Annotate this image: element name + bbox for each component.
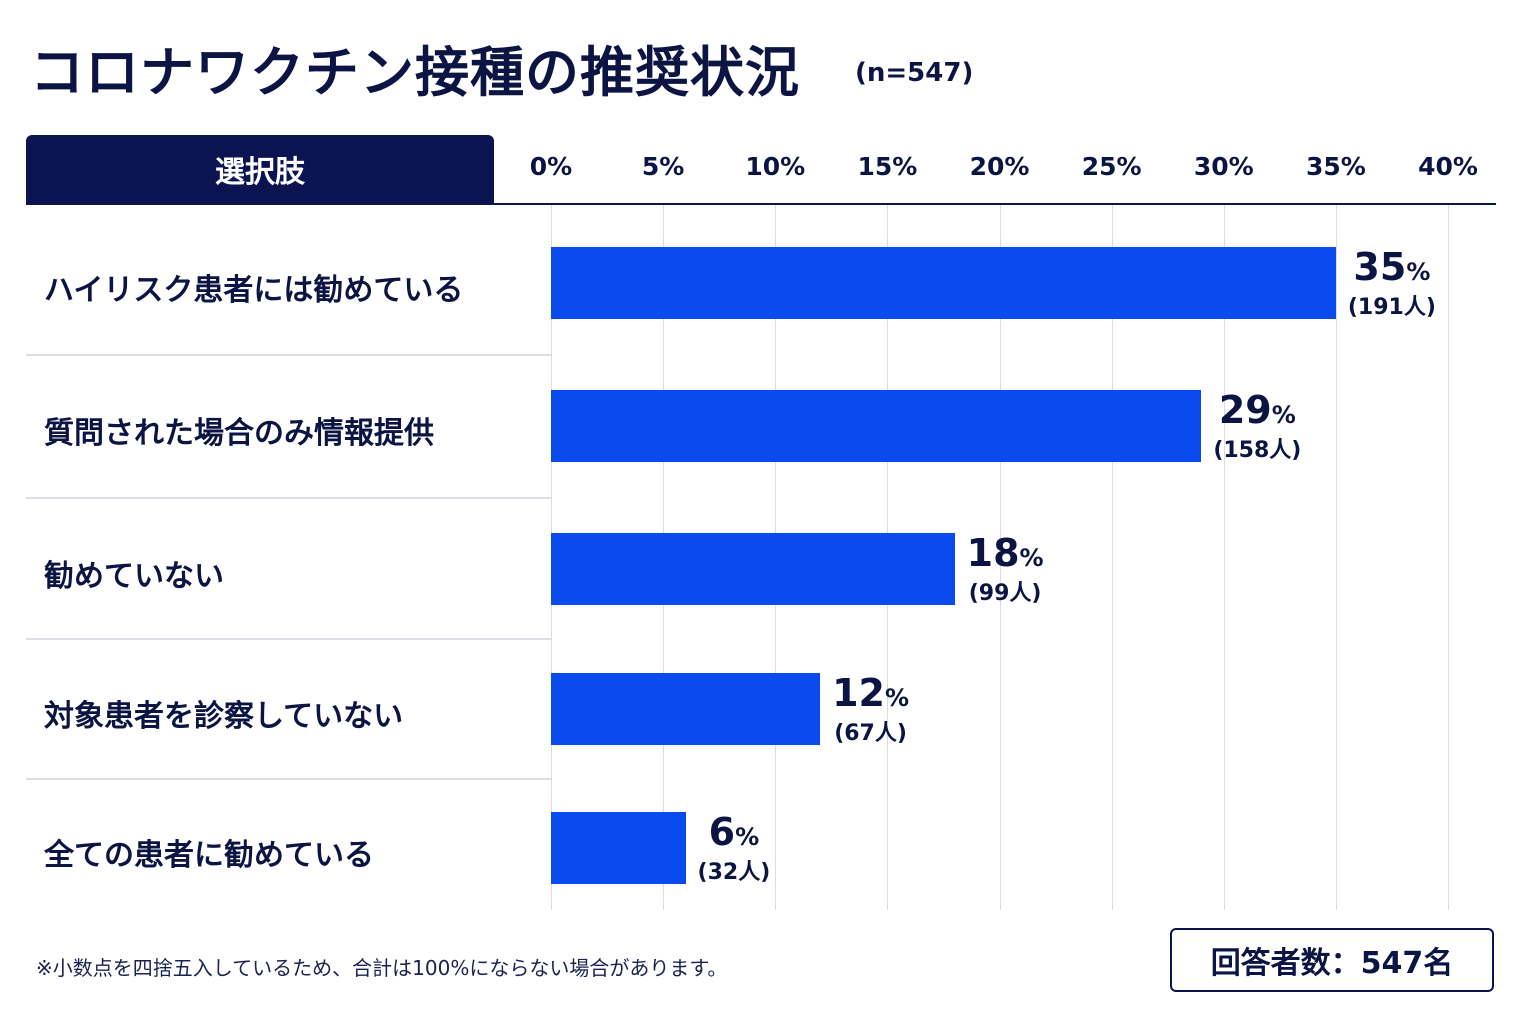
data-label-percent: 35% bbox=[1353, 245, 1431, 289]
data-label-count: (158人) bbox=[1213, 438, 1302, 463]
data-label-count: (191人) bbox=[1347, 295, 1436, 320]
data-label: 29% (158人) bbox=[1213, 388, 1301, 465]
bar bbox=[551, 673, 821, 745]
category-label: 質問された場合のみ情報提供 bbox=[44, 416, 434, 451]
data-label-percent: 29% bbox=[1218, 388, 1296, 432]
row-separator bbox=[26, 354, 551, 356]
category-label: 対象患者を診察していない bbox=[44, 699, 404, 734]
x-tick-label: 35% bbox=[1305, 152, 1366, 181]
options-header-label: 選択肢 bbox=[215, 155, 305, 190]
data-label-count: (32人) bbox=[697, 860, 771, 885]
x-tick-label: 40% bbox=[1418, 152, 1478, 181]
data-label: 18% (99人) bbox=[967, 531, 1044, 608]
row-separator bbox=[26, 497, 551, 499]
data-label-count: (99人) bbox=[968, 581, 1042, 606]
grid-line bbox=[1448, 205, 1449, 910]
category-label: ハイリスク患者には勧めている bbox=[44, 273, 464, 308]
chart-subtitle: (n=547) bbox=[855, 58, 974, 88]
respondent-total-badge: 回答者数：547名 bbox=[1170, 928, 1494, 992]
x-tick-label: 30% bbox=[1193, 152, 1254, 181]
grid-line bbox=[1223, 205, 1225, 910]
category-label: 全ての患者に勧めている bbox=[44, 838, 374, 873]
data-label-count: (67人) bbox=[834, 721, 907, 746]
grid-line bbox=[999, 205, 1001, 910]
data-label: 6% (32人) bbox=[698, 810, 771, 887]
data-label-percent: 6% bbox=[708, 810, 760, 854]
bar bbox=[551, 247, 1336, 319]
respondent-total-label: 回答者数：547名 bbox=[1210, 946, 1454, 981]
row-separator bbox=[26, 638, 551, 640]
x-tick-label: 25% bbox=[1081, 152, 1142, 181]
grid-line bbox=[1111, 205, 1113, 910]
x-tick-label: 5% bbox=[641, 152, 685, 181]
header-divider bbox=[26, 203, 1496, 205]
data-label: 12% (67人) bbox=[832, 671, 909, 748]
footnote: ※小数点を四捨五入しているため、合計は100%にならない場合があります。 bbox=[36, 956, 728, 980]
x-tick-label: 20% bbox=[969, 152, 1030, 181]
x-tick-label: 10% bbox=[745, 152, 806, 181]
grid-line bbox=[1335, 205, 1337, 910]
data-label: 35% (191人) bbox=[1348, 245, 1436, 322]
bar bbox=[551, 812, 686, 884]
bar bbox=[551, 390, 1202, 462]
x-tick-label: 15% bbox=[857, 152, 918, 181]
row-separator bbox=[26, 778, 551, 780]
data-label-percent: 18% bbox=[966, 531, 1044, 575]
data-label-percent: 12% bbox=[832, 671, 910, 715]
chart-title: コロナワクチン接種の推奨状況 bbox=[30, 41, 800, 104]
bar bbox=[551, 533, 955, 605]
category-label: 勧めていない bbox=[44, 559, 224, 594]
options-header: 選択肢 bbox=[26, 135, 494, 203]
x-tick-label: 0% bbox=[529, 152, 573, 181]
